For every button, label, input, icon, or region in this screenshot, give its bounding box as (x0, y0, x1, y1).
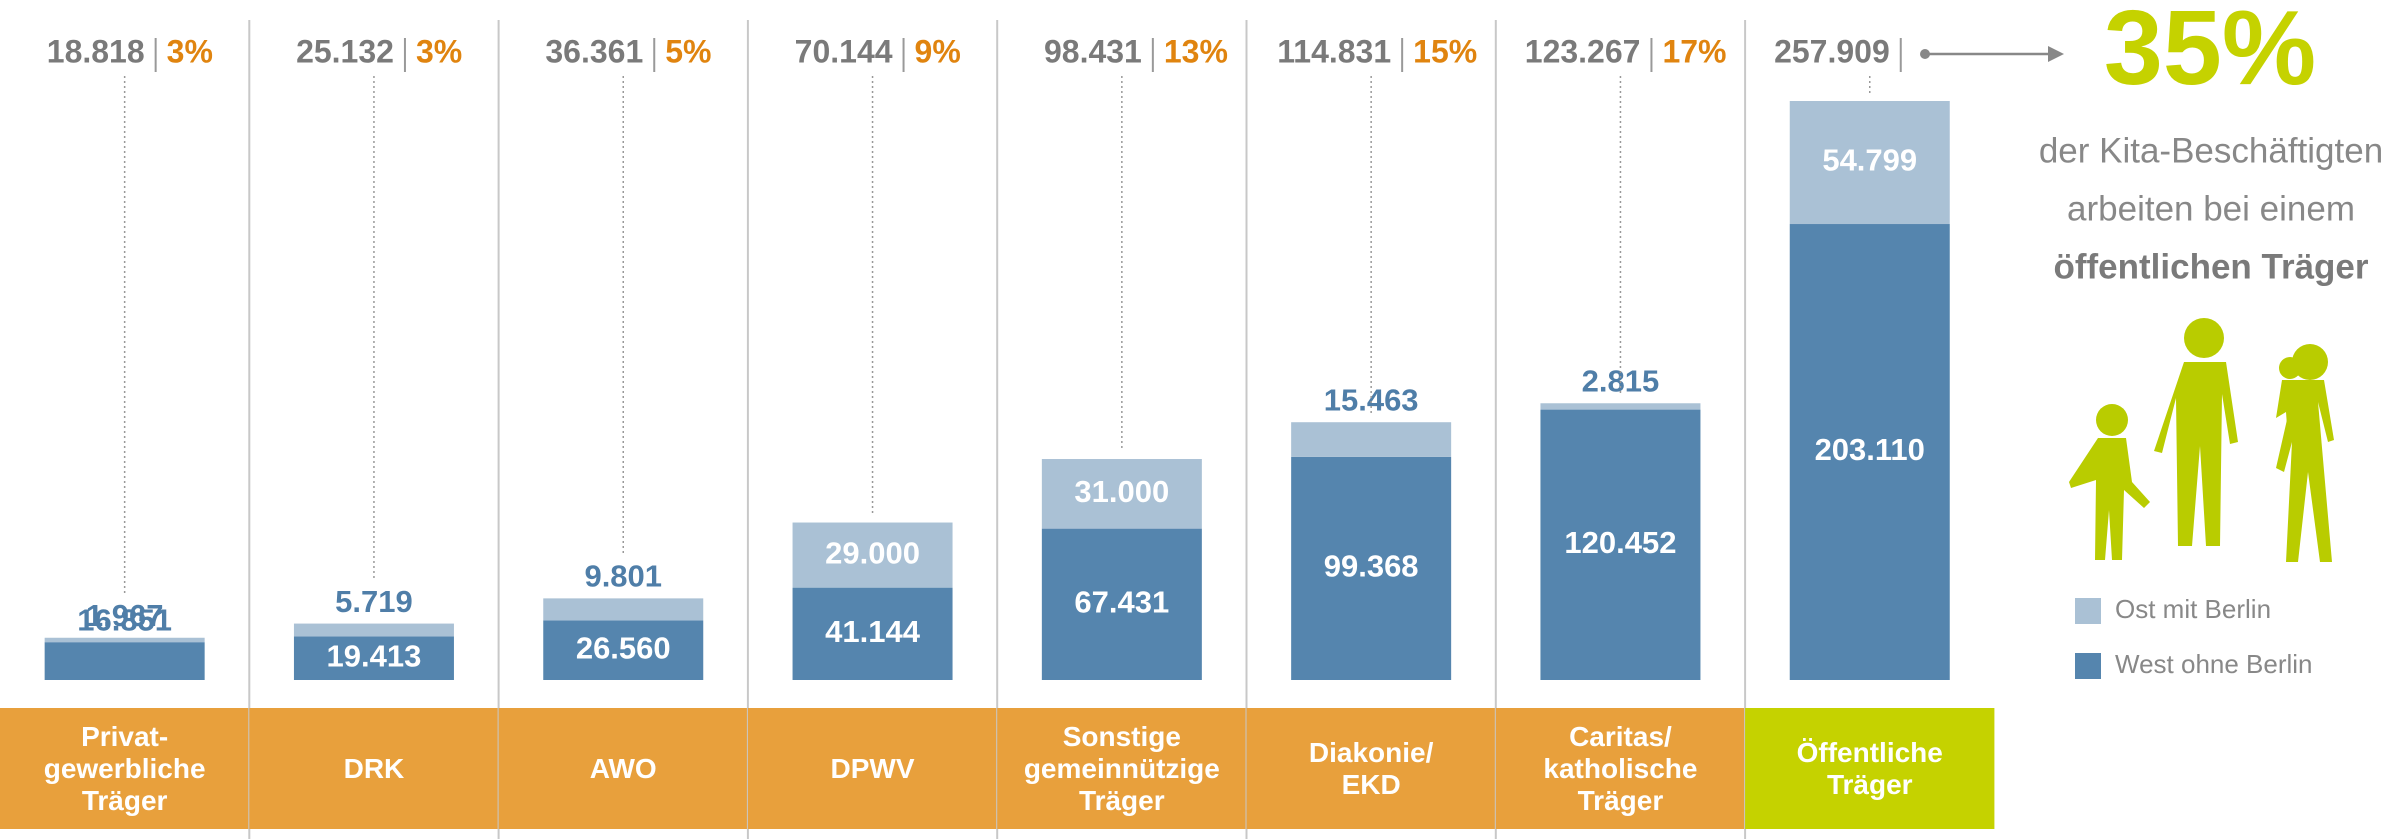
value-label: 203.110 (1815, 432, 1925, 467)
bar-segment (1540, 403, 1700, 409)
bar-segment (45, 642, 205, 680)
page: 16.8511.96718.8183%19.4135.71925.1323%26… (0, 0, 2407, 839)
total-label: 70.144 (795, 33, 893, 69)
share-label: 17% (1662, 33, 1726, 69)
share-label: 15% (1413, 33, 1477, 69)
total-label: 36.361 (545, 33, 643, 69)
share-label: 3% (416, 33, 462, 69)
value-label: 31.000 (1074, 474, 1169, 509)
total-label: 98.431 (1044, 33, 1142, 69)
value-label: 41.144 (825, 614, 921, 649)
total-label: 123.267 (1525, 33, 1641, 69)
value-label: 5.719 (335, 584, 413, 619)
value-label: 1.967 (86, 598, 164, 633)
share-label: 13% (1164, 33, 1228, 69)
value-label: 67.431 (1074, 584, 1169, 619)
big-share: 35% (2104, 0, 2316, 107)
category-label: DPWV (748, 708, 997, 829)
value-label: 99.368 (1324, 549, 1419, 584)
total-label: 257.909 (1774, 33, 1890, 69)
total-label: 114.831 (1277, 33, 1391, 69)
category-label: Diakonie/ EKD (1247, 708, 1496, 829)
category-label: Öffentliche Träger (1745, 708, 1994, 829)
bar-segment (294, 624, 454, 637)
legend-label: West ohne Berlin (2115, 649, 2313, 679)
arrow-head (2048, 46, 2064, 62)
legend-swatch (2075, 653, 2101, 679)
value-label: 29.000 (825, 535, 920, 570)
value-label: 19.413 (327, 638, 422, 673)
bar-segment (543, 598, 703, 620)
category-label: Privat- gewerbliche Träger (0, 708, 249, 829)
share-label: 5% (665, 33, 711, 69)
share-label: 9% (915, 33, 961, 69)
bar-segment (45, 638, 205, 642)
annotation: öffentlichen Träger (2053, 247, 2368, 286)
family-silhouette (2069, 318, 2334, 562)
legend-swatch (2075, 598, 2101, 624)
category-label: Caritas/ katholische Träger (1496, 708, 1745, 829)
annotation: arbeiten bei einem (2067, 189, 2355, 228)
category-label: DRK (249, 708, 498, 829)
value-label: 54.799 (1822, 143, 1917, 178)
share-label: 3% (167, 33, 213, 69)
value-label: 9.801 (584, 559, 662, 594)
value-label: 2.815 (1582, 363, 1660, 398)
category-label: Sonstige gemeinnützige Träger (997, 708, 1246, 829)
total-label: 18.818 (47, 33, 145, 69)
total-label: 25.132 (296, 33, 394, 69)
category-label: AWO (499, 708, 748, 829)
bar-segment (1291, 422, 1451, 457)
legend-label: Ost mit Berlin (2115, 594, 2271, 624)
value-label: 26.560 (576, 630, 671, 665)
value-label: 120.452 (1564, 525, 1676, 560)
annotation: der Kita-Beschäftigten (2039, 131, 2383, 170)
